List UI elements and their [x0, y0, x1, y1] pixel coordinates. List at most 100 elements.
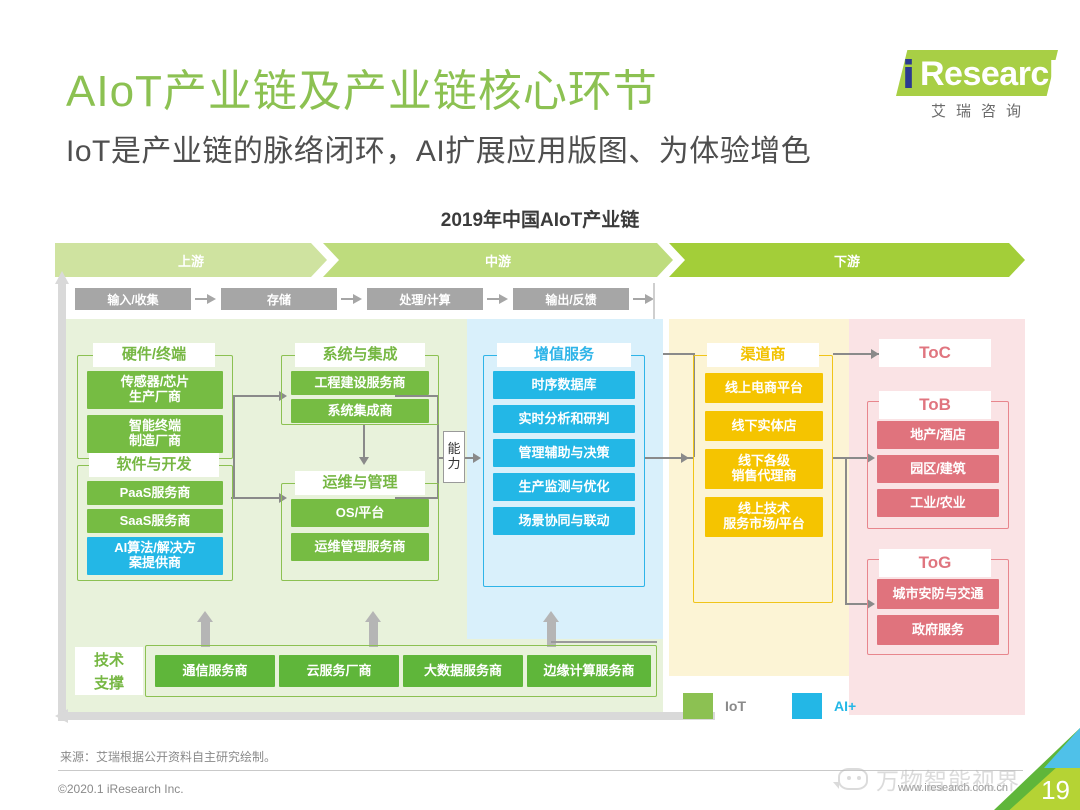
process-arrow-2-icon [341, 294, 363, 304]
capability-label: 能力 [443, 431, 465, 483]
connector-to-toc-arrow-icon [871, 349, 879, 359]
connector-hw-to-si [233, 395, 281, 397]
box-engineering-service[interactable]: 工程建设服务商 [291, 371, 429, 395]
group-support-frame [145, 645, 657, 697]
support-feed-line [551, 641, 657, 643]
connector-to-tob-arrow-icon [867, 453, 875, 463]
box-industry-agriculture[interactable]: 工业/农业 [877, 489, 999, 517]
legend-swatch-iot [683, 693, 713, 719]
feedback-loop-left-arrow-icon [55, 709, 715, 723]
group-opsmgmt-label: 运维与管理 [295, 471, 425, 495]
support-up-arrow-3-icon [543, 611, 560, 647]
box-online-tech-market[interactable]: 线上技术 服务市场/平台 [705, 497, 823, 537]
group-channel-label: 渠道商 [707, 343, 819, 367]
watermark-text: 万物智能视界 [876, 768, 1020, 794]
connector-sw-to-om [231, 497, 281, 499]
connector-vas-to-channel [645, 457, 693, 459]
logo-wordmark: Research [920, 55, 1070, 93]
box-telecom-provider[interactable]: 通信服务商 [155, 655, 275, 687]
box-system-integrator[interactable]: 系统集成商 [291, 399, 429, 423]
page-title: AIoT产业链及产业链核心环节 [66, 67, 658, 116]
box-park-building[interactable]: 园区/建筑 [877, 455, 999, 483]
process-arrow-3-icon [487, 294, 509, 304]
legend: IoT AI+ [683, 693, 856, 719]
group-sysint-label: 系统与集成 [295, 343, 425, 367]
box-realtime-analysis[interactable]: 实时分析和研判 [493, 405, 635, 433]
chart-title: 2019年中国AIoT产业链 [440, 210, 640, 231]
connector-sw-to-om-arrow-icon [279, 493, 287, 503]
connector-to-vas-arrow-icon [473, 453, 481, 463]
box-offline-store[interactable]: 线下实体店 [705, 411, 823, 441]
box-government-service[interactable]: 政府服务 [877, 615, 999, 645]
process-step-storage: 存储 [221, 288, 337, 310]
source-note: 来源：艾瑞根据公开资料自主研究绘制。 [60, 750, 277, 764]
connector-vas-to-channel-arrow-icon [681, 453, 689, 463]
box-sales-agents[interactable]: 线下各级 销售代理商 [705, 449, 823, 489]
process-arrow-4-icon [633, 294, 655, 304]
connector-si-to-om-arrow-icon [359, 457, 369, 465]
watermark: 万物智能视界 [833, 762, 1020, 796]
connector-mid-to-vas-vert [437, 395, 439, 497]
connector-channel-to-tob [833, 457, 873, 459]
connector-tog-vert [845, 457, 847, 603]
connector-channel-top [663, 353, 695, 355]
connector-to-tog-arrow-icon [867, 599, 875, 609]
logo-i-letter: i [902, 53, 916, 97]
value-chain-diagram: 上游 中游 下游 输入/收集 存储 处理/计算 输出/反馈 [55, 243, 1025, 738]
group-vas-label: 增值服务 [497, 343, 631, 367]
box-cloud-provider[interactable]: 云服务厂商 [279, 655, 399, 687]
copyright-text: ©2020.1 iResearch Inc. [58, 782, 184, 796]
box-scenario-collaboration[interactable]: 场景协同与联动 [493, 507, 635, 535]
process-arrow-1-icon [195, 294, 217, 304]
box-smart-terminal-maker[interactable]: 智能终端 制造厂商 [87, 415, 223, 453]
box-paas-provider[interactable]: PaaS服务商 [87, 481, 223, 505]
box-edge-computing-provider[interactable]: 边缘计算服务商 [527, 655, 651, 687]
logo-shape-icon [896, 50, 1058, 96]
box-production-monitoring[interactable]: 生产监测与优化 [493, 473, 635, 501]
group-software-label: 软件与开发 [89, 453, 219, 477]
box-timeseries-db[interactable]: 时序数据库 [493, 371, 635, 399]
group-hardware-label: 硬件/终端 [93, 343, 215, 367]
logo-chinese-name: 艾瑞咨询 [930, 103, 1031, 120]
connector-si-right [395, 395, 439, 397]
box-os-platform[interactable]: OS/平台 [291, 499, 429, 527]
page-header: AIoT产业链及产业链核心环节 IoT是产业链的脉络闭环，AI扩展应用版图、为体… [0, 0, 1080, 185]
box-ops-service-provider[interactable]: 运维管理服务商 [291, 533, 429, 561]
connector-channel-to-tog [845, 603, 873, 605]
process-step-compute: 处理/计算 [367, 288, 483, 310]
connector-hw-vert [233, 395, 235, 497]
box-online-ecommerce[interactable]: 线上电商平台 [705, 373, 823, 403]
legend-swatch-ai [792, 693, 822, 719]
support-up-arrow-2-icon [365, 611, 382, 647]
box-saas-provider[interactable]: SaaS服务商 [87, 509, 223, 533]
footer-divider [58, 770, 1023, 771]
legend-label-ai: AI+ [834, 698, 857, 714]
connector-channel-to-toc [833, 353, 879, 355]
group-tob-label: ToB [879, 391, 991, 419]
connector-si-to-om [363, 425, 365, 459]
corner-ribbon [994, 728, 1080, 810]
group-support-label: 技术 支撑 [75, 647, 143, 695]
box-decision-support[interactable]: 管理辅助与决策 [493, 439, 635, 467]
wechat-icon [833, 768, 868, 790]
box-ai-algorithm-provider[interactable]: AI算法/解决方 案提供商 [87, 537, 223, 575]
process-step-input: 输入/收集 [75, 288, 191, 310]
legend-item-iot: IoT [683, 693, 746, 719]
box-bigdata-provider[interactable]: 大数据服务商 [403, 655, 523, 687]
group-opsmgmt-frame [281, 483, 439, 581]
feedback-loop-up-arrow-icon [55, 271, 69, 721]
group-toc-label: ToC [879, 339, 991, 367]
page-subtitle: IoT是产业链的脉络闭环，AI扩展应用版图、为体验增色 [66, 135, 812, 168]
box-city-security-traffic[interactable]: 城市安防与交通 [877, 579, 999, 609]
process-step-output: 输出/反馈 [513, 288, 629, 310]
stage-chevron-midstream: 中游 [323, 243, 673, 277]
stage-chevron-downstream: 下游 [669, 243, 1025, 277]
panel-customers-pink [849, 319, 1025, 715]
support-up-arrow-1-icon [197, 611, 214, 647]
legend-item-ai: AI+ [792, 693, 856, 719]
stage-chevron-upstream: 上游 [55, 243, 327, 277]
box-sensor-chip-maker[interactable]: 传感器/芯片 生产厂商 [87, 371, 223, 409]
group-tog-label: ToG [879, 549, 991, 577]
connector-hw-to-si-arrow-icon [279, 391, 287, 401]
box-realestate-hotel[interactable]: 地产/酒店 [877, 421, 999, 449]
